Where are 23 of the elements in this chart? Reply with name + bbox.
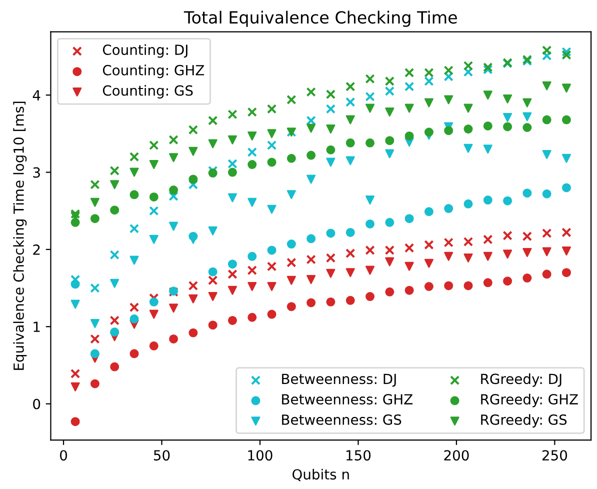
x-tick-label: 50 <box>154 450 170 461</box>
x-tick-label: 0 <box>60 450 68 461</box>
x-axis-title: Qubits n <box>292 468 349 482</box>
legend-label: RGreedy: GS <box>481 414 567 428</box>
legend-label: Betweenness: GHZ <box>282 394 412 405</box>
y-tick-label: 0 <box>33 398 40 410</box>
legend-label: Betweenness: DJ <box>282 374 396 387</box>
legend-label: Counting: DJ <box>102 44 188 58</box>
legend-label: Betweenness: GS <box>282 414 402 425</box>
legend-label: RGreedy: DJ <box>481 373 562 387</box>
x-tick-label: 250 <box>542 450 568 461</box>
y-tick-label: 4 <box>32 90 40 100</box>
x-tick-label: 200 <box>444 450 469 461</box>
x-tick-label: 150 <box>346 450 371 461</box>
y-tick-label: 2 <box>33 244 40 255</box>
x-tick-label: 100 <box>248 450 272 461</box>
y-tick-label: 3 <box>33 167 40 178</box>
chart-title: Total Equivalence Checking Time <box>184 10 457 27</box>
legend-label: RGreedy: GHZ <box>481 394 578 408</box>
y-axis-title: Equivalence Checking Time log10 [ms] <box>13 102 27 370</box>
legend-label: Counting: GS <box>102 85 193 98</box>
legend-label: Counting: GHZ <box>102 64 204 78</box>
y-tick-label: 1 <box>34 322 40 332</box>
